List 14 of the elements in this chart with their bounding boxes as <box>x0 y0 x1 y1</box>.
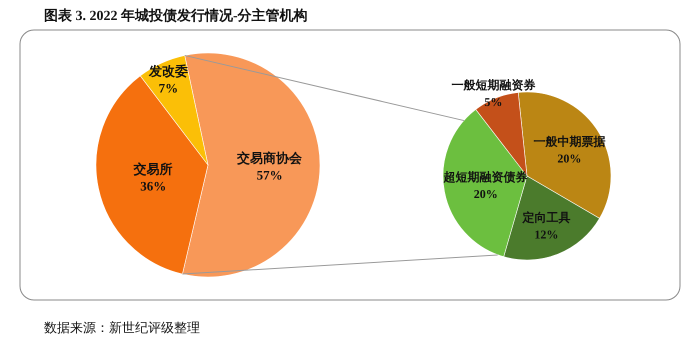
slice-label: 一般短期融资券 <box>451 78 536 92</box>
data-label: 7% <box>158 80 178 96</box>
slice-label: 定向工具 <box>521 210 570 224</box>
slice-label: 发改委 <box>148 63 188 78</box>
slice-label: 交易所 <box>132 162 173 177</box>
source-note: 数据来源：新世纪评级整理 <box>44 320 200 335</box>
data-label: 5% <box>484 94 502 109</box>
data-label: 20% <box>557 152 582 166</box>
data-label: 12% <box>534 227 558 242</box>
data-label: 36% <box>140 178 166 194</box>
slice-label: 交易商协会 <box>236 150 304 166</box>
data-label: 20% <box>474 186 498 201</box>
data-label: 57% <box>256 168 283 183</box>
chart-title: 图表 3. 2022 年城投债发行情况-分主管机构 <box>44 7 308 24</box>
